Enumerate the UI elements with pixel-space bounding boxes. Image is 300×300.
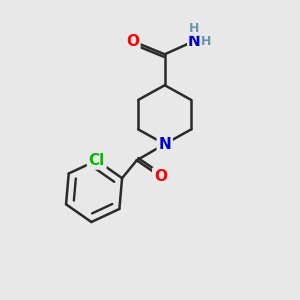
Text: Cl: Cl	[88, 153, 105, 168]
Text: O: O	[126, 34, 139, 49]
Text: N: N	[158, 136, 171, 152]
Text: N: N	[188, 34, 200, 49]
Text: H: H	[201, 34, 212, 48]
Text: H: H	[189, 22, 200, 35]
Text: O: O	[154, 169, 167, 184]
